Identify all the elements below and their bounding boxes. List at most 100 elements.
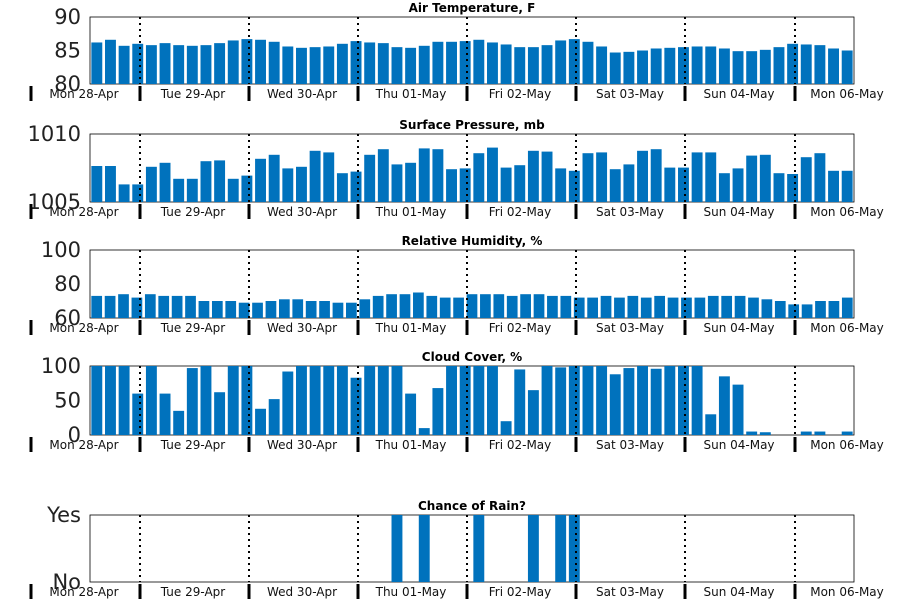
data-bar: [761, 299, 773, 318]
day-tick-mark: [29, 320, 33, 335]
data-bar: [514, 369, 526, 435]
data-bar: [377, 366, 389, 435]
x-tick-label: Wed 30-Apr: [267, 205, 337, 219]
data-bar: [296, 47, 307, 84]
panel-title: Chance of Rain?: [418, 499, 526, 513]
data-bar: [555, 168, 567, 202]
x-tick-label: Sat 03-May: [596, 205, 664, 219]
day-tick-mark: [574, 320, 578, 335]
data-bar: [432, 41, 444, 84]
data-bar: [118, 366, 130, 435]
data-bar: [91, 295, 103, 318]
data-bar: [432, 388, 444, 435]
data-bar: [773, 173, 785, 202]
data-bar: [746, 431, 758, 435]
y-tick-label: 90: [54, 5, 81, 29]
data-bar: [200, 366, 212, 435]
y-tick-label: 0: [68, 423, 81, 447]
day-tick-mark: [683, 204, 687, 219]
data-bar: [746, 51, 758, 84]
data-bar: [323, 46, 335, 84]
data-bar: [506, 295, 518, 318]
data-bar: [418, 515, 430, 582]
x-tick-label: Fri 02-May: [489, 438, 552, 452]
data-bar: [520, 294, 531, 318]
data-bar: [480, 294, 491, 318]
data-bar: [118, 294, 129, 318]
data-bar: [623, 368, 635, 435]
data-bar: [453, 297, 464, 318]
data-bar: [841, 170, 853, 202]
data-bar: [568, 39, 580, 84]
data-bar: [91, 166, 103, 202]
data-bar: [773, 47, 785, 84]
data-bar: [391, 366, 403, 435]
data-bar: [418, 148, 430, 202]
day-tick-mark: [793, 86, 797, 101]
day-tick-mark: [683, 584, 687, 599]
x-tick-label: Sun 04-May: [703, 205, 774, 219]
day-tick-mark: [138, 584, 142, 599]
data-bar: [732, 384, 744, 435]
data-bar: [705, 46, 717, 84]
x-tick-label: Thu 01-May: [375, 585, 447, 599]
data-bar: [800, 44, 812, 84]
chart-panel-5: Chance of Rain? No Yes Mon 28-Apr Tue 29-Apr…: [29, 499, 884, 599]
data-bar: [252, 302, 263, 318]
y-tick-label: 50: [54, 389, 81, 413]
data-bar: [473, 153, 485, 202]
data-bar: [568, 366, 580, 435]
x-tick-label: Wed 30-Apr: [267, 438, 337, 452]
x-tick-label: Sun 04-May: [703, 87, 774, 101]
data-bar: [350, 377, 362, 435]
data-bar: [405, 162, 417, 202]
data-bar: [541, 151, 553, 202]
data-bar: [332, 302, 344, 318]
y-tick-label: 100: [41, 354, 81, 378]
data-bar: [432, 149, 444, 202]
data-bar: [691, 46, 703, 84]
y-tick-label: 100: [41, 238, 81, 262]
data-bar: [759, 432, 771, 435]
data-bar: [282, 46, 294, 84]
x-tick-label: Sun 04-May: [703, 321, 774, 335]
data-bar: [227, 178, 239, 202]
data-bar: [527, 150, 539, 202]
data-bar: [255, 39, 266, 84]
plot-frame: [89, 133, 855, 203]
data-bar: [678, 47, 689, 84]
data-bar: [828, 170, 839, 202]
data-bar: [364, 154, 376, 202]
day-tick-mark: [574, 584, 578, 599]
data-bar: [815, 301, 826, 318]
data-bar: [173, 410, 185, 435]
data-bar: [319, 301, 330, 318]
data-bar: [664, 366, 676, 435]
day-tick-mark: [138, 320, 142, 335]
data-bar: [186, 45, 198, 84]
data-bar: [473, 39, 485, 84]
data-bar: [691, 152, 703, 202]
data-bar: [691, 366, 703, 435]
data-bar: [268, 41, 280, 84]
x-tick-label: Sat 03-May: [596, 585, 664, 599]
data-bar: [105, 39, 116, 84]
data-bar: [487, 147, 498, 202]
data-bar: [309, 366, 321, 435]
data-bar: [241, 175, 253, 202]
y-tick-label: Yes: [46, 503, 81, 527]
data-bar: [238, 302, 250, 318]
data-bar: [637, 150, 648, 202]
y-tick-label: 80: [54, 272, 81, 296]
data-bar: [336, 366, 348, 435]
data-bar: [587, 297, 598, 318]
day-tick-mark: [465, 86, 469, 101]
chart-panel-3: Relative Humidity, % 60 80 100 Mon 28-Apr Tue…: [29, 234, 884, 335]
day-tick-mark: [465, 584, 469, 599]
x-tick-label: Mon 28-Apr: [49, 87, 118, 101]
day-tick-mark: [356, 320, 360, 335]
data-bar: [705, 152, 717, 202]
data-bar: [214, 43, 226, 84]
data-bar: [255, 408, 266, 435]
